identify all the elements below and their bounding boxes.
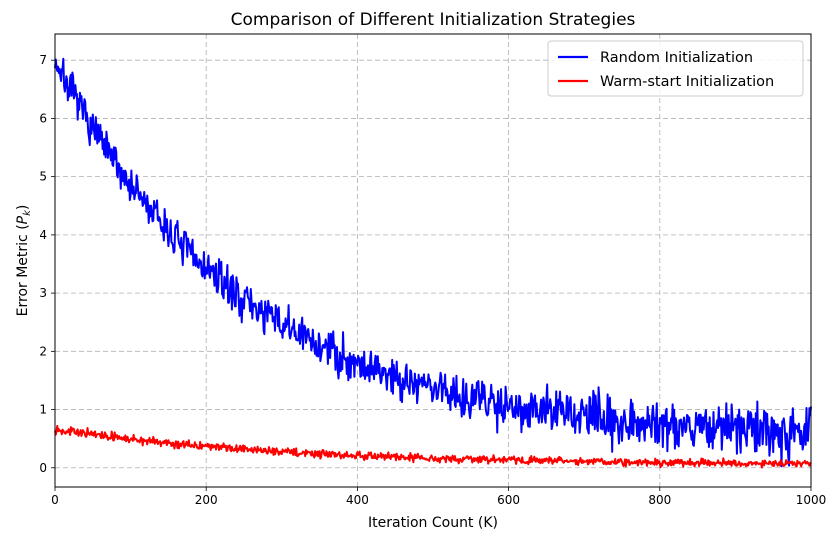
legend-label-2: Warm-start Initialization — [600, 74, 774, 90]
x-tick-label: 0 — [51, 493, 59, 507]
x-tick-label: 800 — [648, 493, 671, 507]
legend-label-1: Random Initialization — [600, 50, 753, 66]
y-tick-label: 1 — [39, 403, 47, 417]
series-line-2 — [54, 424, 812, 469]
y-axis-label-text: Error Metric ( — [15, 224, 31, 316]
series-line-1 — [54, 57, 812, 468]
x-tick-label: 400 — [346, 493, 369, 507]
y-tick-label: 2 — [39, 344, 47, 358]
y-tick-label: 3 — [39, 286, 47, 300]
y-tick-label: 6 — [39, 111, 47, 125]
x-tick-label: 1000 — [796, 493, 827, 507]
legend: Random Initialization Warm-start Initiali… — [547, 40, 804, 97]
y-axis-label-close: ) — [15, 205, 31, 210]
chart-title: Comparison of Different Initialization S… — [231, 10, 636, 30]
plot-frame — [54, 33, 812, 488]
x-tick-label: 600 — [497, 493, 520, 507]
y-tick-label: 4 — [39, 228, 47, 242]
series-layer — [54, 57, 812, 469]
x-axis-label: Iteration Count (K) — [368, 515, 498, 531]
y-tick-label: 0 — [39, 461, 47, 475]
y-axis-label-subscript: k — [22, 209, 33, 216]
y-axis-label: Error Metric (Pk) — [15, 205, 33, 317]
grid — [55, 34, 811, 487]
y-tick-label: 7 — [39, 53, 47, 67]
legend-box — [547, 40, 804, 97]
ticks: 0 200 400 600 800 1000 0 1 2 3 4 5 6 7 — [39, 53, 826, 507]
x-tick-label: 200 — [195, 493, 218, 507]
y-axis-label-symbol: P — [15, 215, 31, 224]
y-tick-label: 5 — [39, 170, 47, 184]
